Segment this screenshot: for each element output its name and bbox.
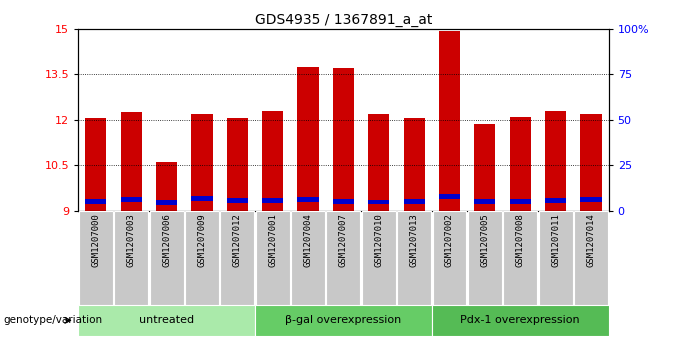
Text: GSM1207009: GSM1207009 <box>197 213 207 267</box>
Bar <box>403 199 425 204</box>
Bar <box>85 118 107 211</box>
Bar <box>580 114 602 211</box>
Bar <box>191 196 213 201</box>
Bar <box>539 211 573 305</box>
Text: GSM1207011: GSM1207011 <box>551 213 560 267</box>
Text: GSM1207010: GSM1207010 <box>374 213 384 267</box>
Bar <box>256 211 290 305</box>
Bar <box>468 211 502 305</box>
Title: GDS4935 / 1367891_a_at: GDS4935 / 1367891_a_at <box>255 13 432 26</box>
Bar <box>185 211 219 305</box>
Text: GSM1207001: GSM1207001 <box>268 213 277 267</box>
Bar <box>226 118 248 211</box>
Bar <box>397 211 431 305</box>
Bar <box>474 125 496 211</box>
Text: GSM1207003: GSM1207003 <box>126 213 136 267</box>
Bar <box>150 211 184 305</box>
Text: GSM1207004: GSM1207004 <box>303 213 313 267</box>
Text: GSM1207013: GSM1207013 <box>409 213 419 267</box>
Bar <box>297 67 319 211</box>
Bar <box>191 114 213 211</box>
Bar <box>362 211 396 305</box>
Bar <box>262 111 284 211</box>
Text: GSM1207002: GSM1207002 <box>445 213 454 267</box>
Bar <box>156 200 177 205</box>
Text: β-gal overexpression: β-gal overexpression <box>286 315 401 325</box>
Text: GSM1207014: GSM1207014 <box>586 213 596 267</box>
Bar <box>503 211 537 305</box>
Bar <box>156 162 177 211</box>
Bar <box>78 305 255 336</box>
Text: GSM1207007: GSM1207007 <box>339 213 348 267</box>
Bar <box>79 211 113 305</box>
Bar <box>114 211 148 305</box>
Bar <box>291 211 325 305</box>
Text: GSM1207008: GSM1207008 <box>515 213 525 267</box>
Bar <box>509 199 531 204</box>
Bar <box>580 197 602 202</box>
Text: GSM1207000: GSM1207000 <box>91 213 101 267</box>
Bar <box>297 197 319 202</box>
Bar <box>120 112 142 211</box>
Bar <box>545 111 566 211</box>
Bar <box>474 199 496 204</box>
Bar <box>120 197 142 202</box>
Bar <box>255 305 432 336</box>
Text: GSM1207005: GSM1207005 <box>480 213 490 267</box>
Bar <box>439 30 460 211</box>
Bar <box>333 68 354 211</box>
Bar <box>403 118 425 211</box>
Bar <box>439 194 460 199</box>
Bar <box>432 211 466 305</box>
Bar <box>545 198 566 203</box>
Bar <box>220 211 254 305</box>
Bar <box>368 200 390 204</box>
Bar <box>226 198 248 203</box>
Bar <box>368 114 390 211</box>
Bar <box>326 211 360 305</box>
Bar <box>85 199 107 204</box>
Bar <box>432 305 609 336</box>
Bar <box>574 211 608 305</box>
Bar <box>262 198 284 203</box>
Bar <box>333 199 354 204</box>
Text: untreated: untreated <box>139 315 194 325</box>
Text: genotype/variation: genotype/variation <box>3 315 103 325</box>
Text: Pdx-1 overexpression: Pdx-1 overexpression <box>460 315 580 325</box>
Bar <box>509 117 531 211</box>
Text: GSM1207006: GSM1207006 <box>162 213 171 267</box>
Text: GSM1207012: GSM1207012 <box>233 213 242 267</box>
